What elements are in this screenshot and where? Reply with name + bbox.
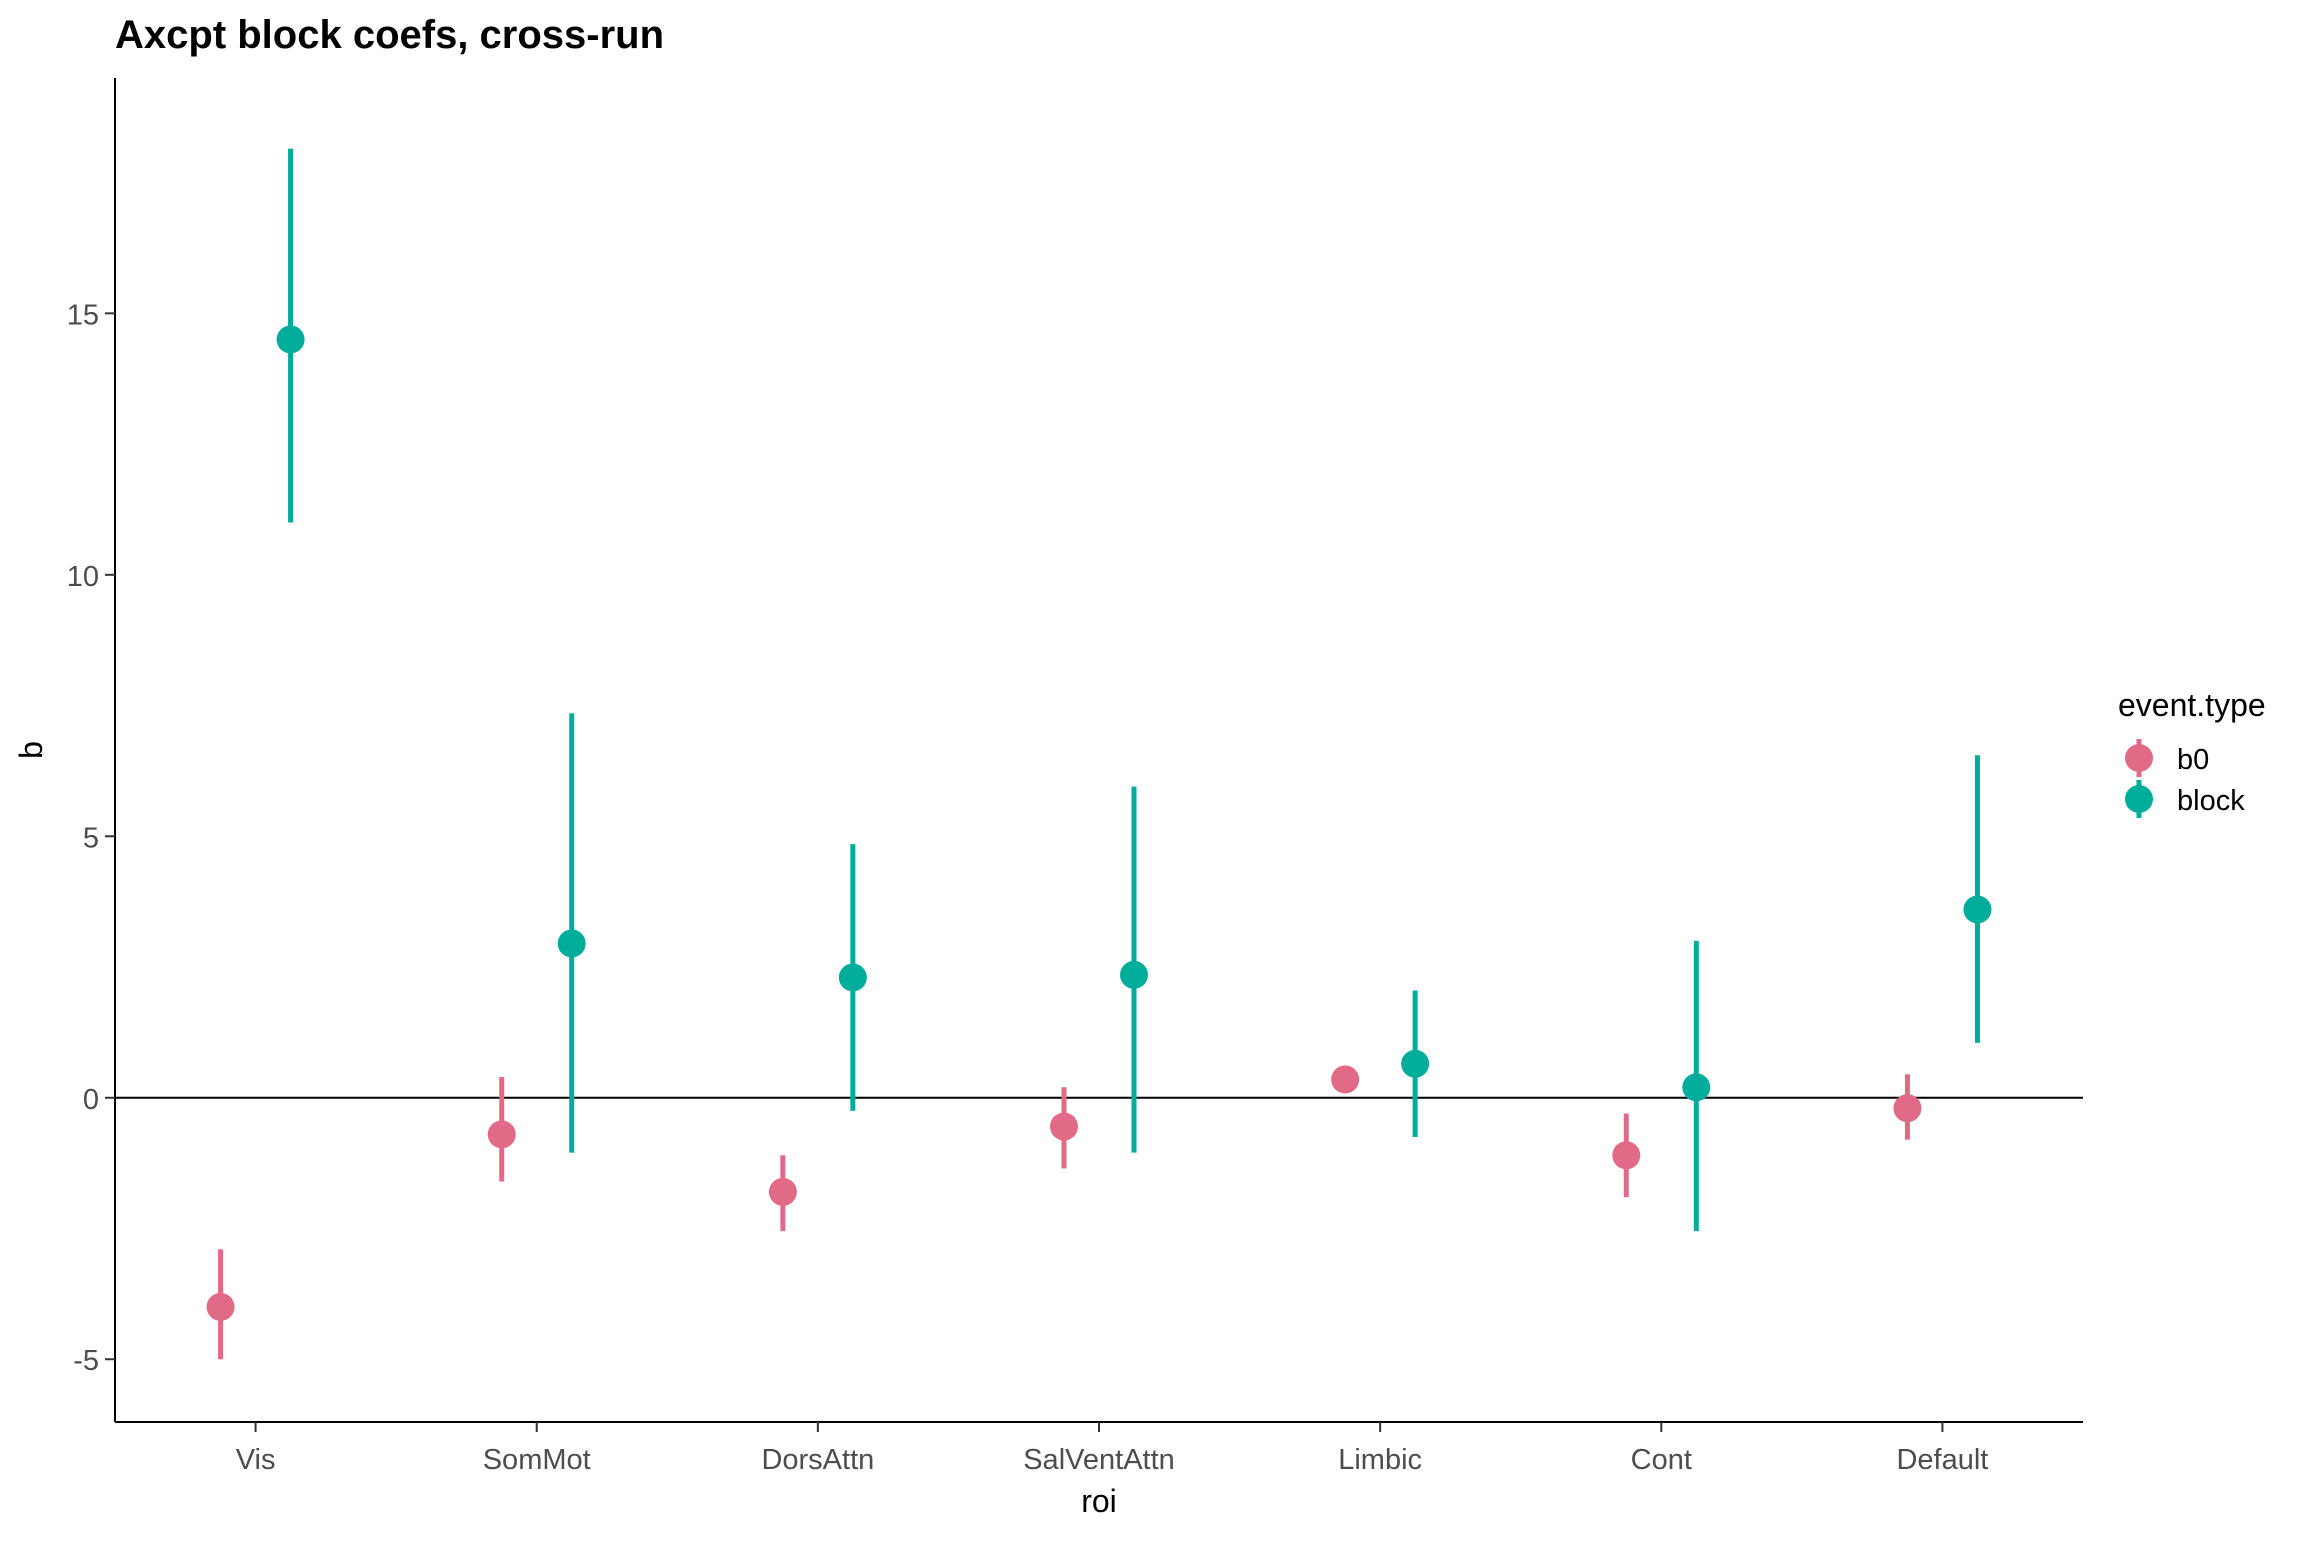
x-tick-label: SomMot — [483, 1444, 591, 1476]
y-tick-label: 5 — [83, 822, 99, 854]
point-b0 — [1050, 1112, 1078, 1141]
point-block — [276, 325, 305, 354]
x-tick-label: SalVentAttn — [1023, 1444, 1175, 1476]
point-block — [838, 963, 867, 992]
x-tick-label: Vis — [236, 1444, 276, 1476]
x-axis-label: roi — [1081, 1483, 1117, 1519]
point-b0 — [487, 1120, 516, 1149]
point-block — [1401, 1049, 1430, 1078]
legend: b0 block — [2125, 739, 2245, 818]
point-b0 — [206, 1292, 235, 1321]
x-tick-label: DorsAttn — [761, 1444, 874, 1476]
chart-title: Axcpt block coefs, cross-run — [115, 13, 664, 57]
point-b0 — [1893, 1094, 1922, 1123]
point-b0 — [768, 1177, 797, 1206]
y-tick-label: 0 — [83, 1084, 99, 1116]
point-block — [1120, 960, 1148, 989]
point-b0 — [1331, 1065, 1360, 1094]
point-block — [1682, 1073, 1711, 1102]
point-b0 — [1612, 1141, 1641, 1170]
legend-key-block — [2125, 785, 2153, 813]
y-axis-label: b — [13, 741, 49, 759]
y-tick-label: 15 — [67, 299, 99, 331]
y-tick-label: 10 — [67, 561, 99, 593]
legend-label-block: block — [2177, 785, 2245, 817]
legend-label-b0: b0 — [2177, 744, 2209, 776]
x-tick-label: Cont — [1631, 1444, 1692, 1476]
x-tick-label: Limbic — [1338, 1444, 1422, 1476]
point-block — [1963, 895, 1992, 924]
legend-key-b0 — [2125, 744, 2153, 772]
legend-title: event.type — [2118, 687, 2266, 723]
point-block — [557, 929, 586, 958]
x-tick-label: Default — [1896, 1444, 1988, 1476]
y-tick-label: -5 — [73, 1345, 99, 1377]
plot-area: -5 0 5 10 15 Vis SomMot DorsAttn SalVentAttn Limb… — [67, 78, 2083, 1476]
